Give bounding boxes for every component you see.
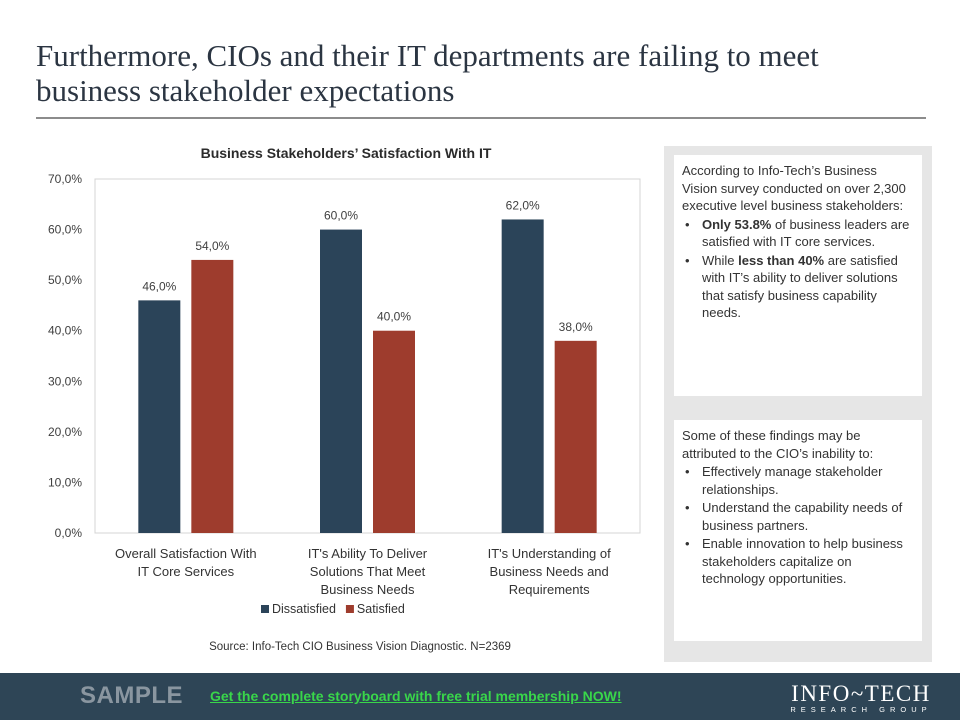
- bar-dissatisfied: [138, 300, 181, 533]
- y-tick-label: 30,0%: [48, 374, 82, 388]
- findings-text: While: [702, 252, 739, 268]
- x-tick-label: IT's Ability To Deliver: [308, 546, 428, 561]
- findings-text: of business leaders are satisfied with I…: [702, 216, 910, 250]
- logo-wordmark: INFO~TECH: [791, 681, 931, 706]
- x-tick-label: IT Core Services: [138, 564, 235, 579]
- x-tick-label: Overall Satisfaction With: [115, 546, 257, 561]
- causes-item: Effectively manage stakeholder relations…: [682, 463, 914, 498]
- x-tick-label: Business Needs and: [490, 564, 609, 579]
- findings-intro: According to Info-Tech’s Business Vision…: [682, 163, 906, 213]
- findings-highlight: less than 40%: [738, 252, 825, 268]
- x-tick-label: Business Needs: [321, 582, 415, 597]
- data-label: 46,0%: [142, 279, 176, 293]
- legend-swatch-satisfied: [345, 605, 354, 613]
- plot-area: [94, 178, 641, 534]
- x-tick-label: Requirements: [509, 582, 590, 597]
- causes-item: Enable innovation to help business stake…: [682, 535, 914, 588]
- data-label: 54,0%: [195, 239, 229, 253]
- causes-intro: Some of these findings may be attributed…: [682, 428, 874, 461]
- y-tick-label: 70,0%: [48, 172, 82, 186]
- legend-swatch-dissatisfied: [261, 605, 269, 613]
- sample-label: SAMPLE: [80, 682, 184, 709]
- bar-dissatisfied: [501, 219, 544, 533]
- trial-membership-link[interactable]: Get the complete storyboard with free tr…: [210, 688, 622, 704]
- legend-label: Dissatisfied: [272, 602, 336, 616]
- chart-title: Business Stakeholders’ Satisfaction With…: [200, 145, 492, 161]
- bar-satisfied: [554, 340, 597, 533]
- y-tick-label: 0,0%: [55, 526, 83, 540]
- findings-highlight: Only 53.8%: [702, 216, 772, 232]
- y-tick-label: 10,0%: [48, 475, 82, 489]
- bar-satisfied: [191, 259, 234, 533]
- y-tick-label: 40,0%: [48, 324, 82, 338]
- causes-box: Some of these findings may be attributed…: [674, 420, 922, 641]
- data-label: 60,0%: [324, 209, 358, 223]
- source-note: Source: Info-Tech CIO Business Vision Di…: [209, 641, 511, 653]
- bar-chart: 0,0% 10,0% 20,0% 30,0% 40,0% 50,0% 60,0% 70,0% 4…: [48, 172, 641, 616]
- data-label: 38,0%: [559, 320, 593, 334]
- y-tick-label: 20,0%: [48, 425, 82, 439]
- causes-list: Effectively manage stakeholder relations…: [682, 463, 914, 588]
- x-tick-label: Solutions That Meet: [310, 564, 426, 579]
- findings-item: While less than 40% are satisfied with I…: [682, 252, 914, 322]
- data-label: 62,0%: [506, 198, 540, 212]
- findings-list: Only 53.8% of business leaders are satis…: [682, 216, 914, 322]
- bar-satisfied: [373, 330, 415, 533]
- footer-bar: [0, 673, 960, 720]
- y-tick-label: 50,0%: [48, 273, 82, 287]
- bar-dissatisfied: [320, 229, 362, 534]
- causes-item: Understand the capability needs of busin…: [682, 499, 914, 534]
- logo-tagline: RESEARCH GROUP: [790, 705, 932, 714]
- x-tick-label: IT's Understanding of: [488, 546, 612, 561]
- data-label: 40,0%: [377, 310, 411, 324]
- info-tech-logo: INFO~TECH RESEARCH GROUP: [790, 681, 932, 715]
- legend-label: Satisfied: [357, 602, 405, 616]
- findings-box: According to Info-Tech’s Business Vision…: [674, 155, 922, 396]
- title-divider: [36, 117, 926, 119]
- findings-item: Only 53.8% of business leaders are satis…: [682, 216, 914, 251]
- y-tick-label: 60,0%: [48, 223, 82, 237]
- slide-title: Furthermore, CIOs and their IT departmen…: [36, 38, 819, 108]
- findings-text: are satisfied with IT’s ability to deliv…: [702, 252, 898, 321]
